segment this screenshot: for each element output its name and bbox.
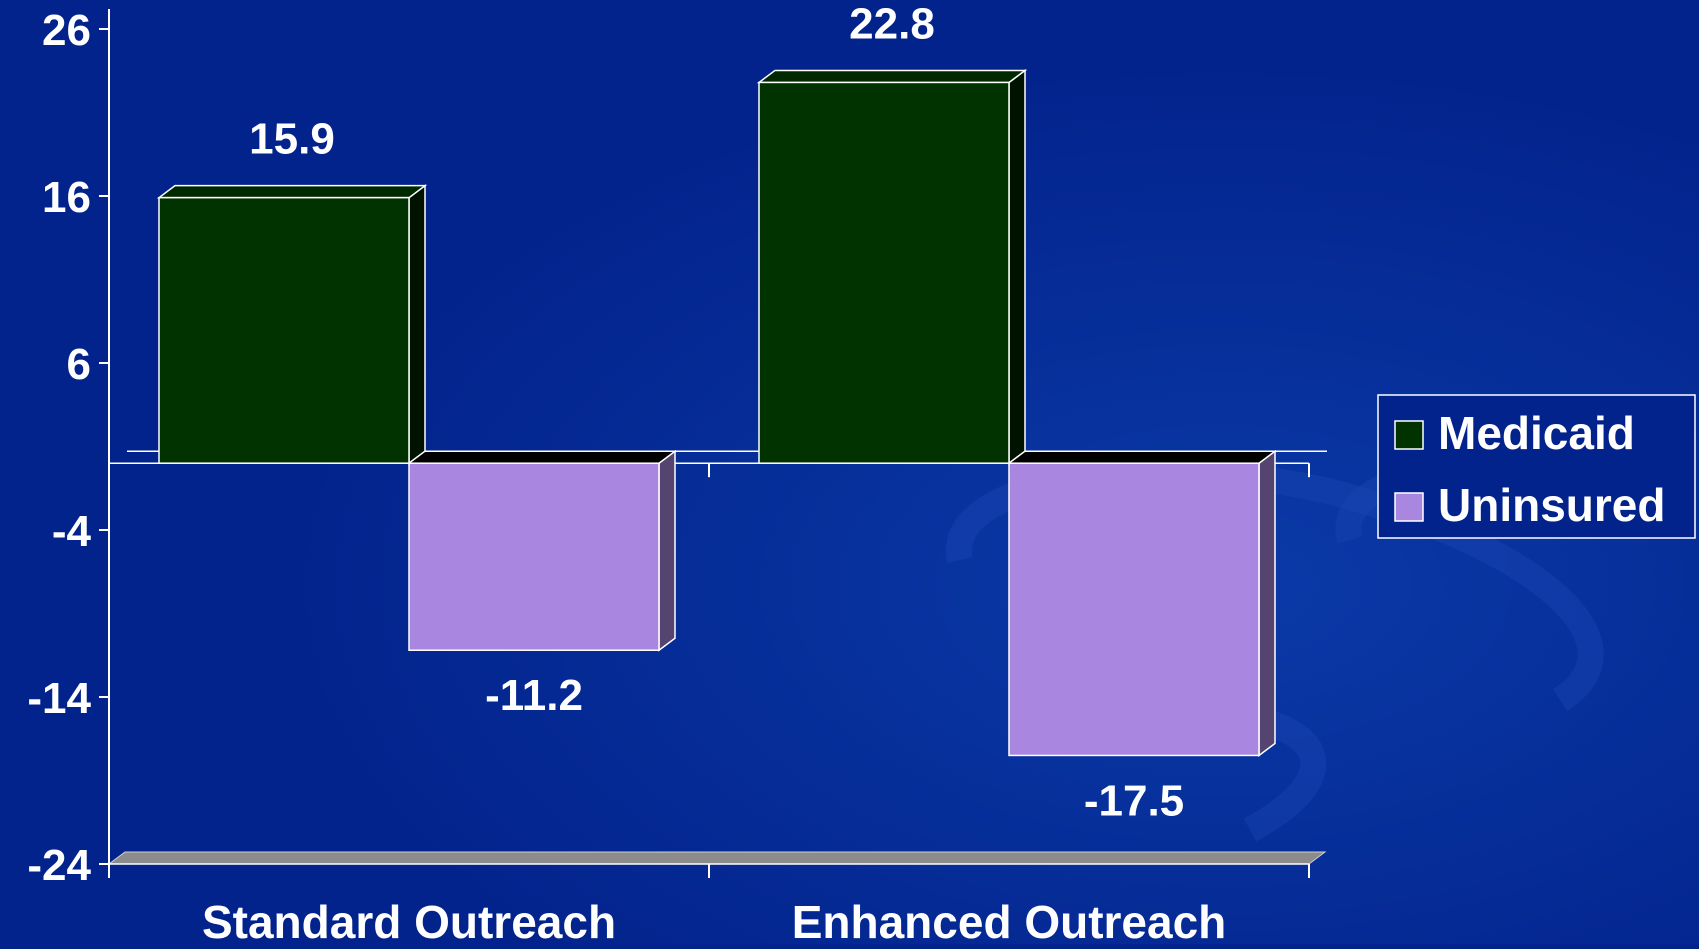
bar-front-face	[758, 81, 1010, 464]
bar-uninsured-0	[406, 449, 678, 652]
y-tick-label: 16	[42, 173, 91, 222]
bar-side-face	[1008, 68, 1026, 465]
y-tick-label: -4	[52, 507, 92, 556]
legend-label-medicaid: Medicaid	[1438, 407, 1635, 459]
bar-top-face	[156, 184, 428, 199]
x-category-label: Standard Outreach	[202, 896, 616, 944]
bar-medicaid-0	[156, 184, 428, 465]
y-tick-label: 6	[67, 340, 91, 389]
chart-axes-layer: 26 16 6 -4 -14 -24	[27, 6, 1327, 890]
x-category-label: Enhanced Outreach	[792, 896, 1227, 944]
y-tick-label: 26	[42, 6, 91, 55]
data-label: 22.8	[849, 0, 935, 48]
data-label: 15.9	[249, 115, 335, 164]
y-tick-label: -24	[27, 841, 91, 890]
legend-swatch-medicaid	[1394, 420, 1424, 450]
chart-bars-layer	[156, 68, 1278, 757]
bar-front-face	[1008, 462, 1260, 757]
y-tick-label: -14	[27, 674, 91, 723]
chart-labels-layer: 15.9 -11.2 Standard Outreach 22.8 -17.5 Enhan…	[202, 0, 1227, 948]
chart-floor-layer	[107, 851, 1327, 865]
legend-swatch-uninsured	[1394, 492, 1424, 522]
chart-legend: Medicaid Uninsured	[1377, 394, 1696, 539]
bar-top-face	[756, 69, 1028, 84]
data-label: -11.2	[485, 671, 583, 720]
chart-floor	[107, 851, 1327, 865]
bar-front-face	[158, 196, 410, 464]
bar-top-face	[406, 450, 678, 464]
bar-side-face	[1258, 449, 1276, 757]
bar-uninsured-1	[1006, 449, 1278, 757]
bar-side-face	[408, 184, 426, 465]
legend-label-uninsured: Uninsured	[1438, 479, 1665, 531]
bar-medicaid-1	[756, 68, 1028, 465]
bar-top-face	[1006, 450, 1278, 464]
bar-front-face	[408, 462, 660, 651]
bar-side-face	[658, 449, 676, 652]
legend-box	[1377, 394, 1696, 539]
data-label: -17.5	[1084, 776, 1184, 825]
